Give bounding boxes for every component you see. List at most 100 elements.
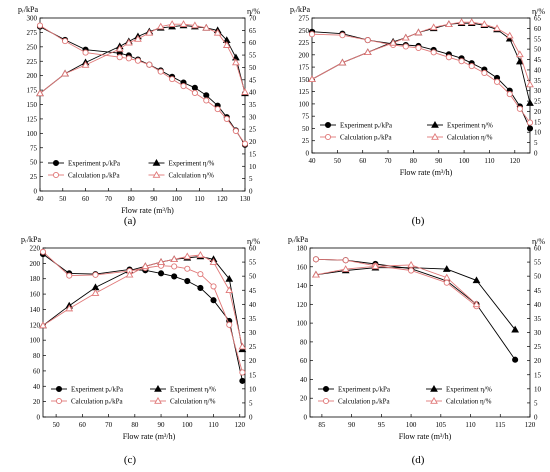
x-tick-label: 70	[105, 421, 113, 429]
data-point	[472, 276, 481, 284]
legend-marker	[52, 159, 60, 167]
legend-label: Calculation pᵣ/kPa	[71, 398, 123, 406]
legend: Experiment pᵣ/kPa Experiment η/% Calculati…	[320, 120, 493, 142]
y-left-tick-label: 0	[304, 414, 308, 422]
series-4	[36, 20, 249, 97]
data-point	[445, 20, 453, 28]
y-left-tick-label: 60	[33, 367, 41, 375]
y-left-tick-label: 150	[299, 76, 310, 84]
chart-panel-3: 50 60 70 80 90 100 110 120020406080100120140160…	[21, 235, 260, 466]
data-point	[526, 119, 534, 126]
chart-panel-2: 40 50 60 70 80 90 100 110 1200255075100125150175…	[290, 5, 545, 227]
y-right-tick-label: 5	[534, 399, 538, 407]
y-right-tick-label: 55	[534, 35, 542, 43]
y-left-tick-label: 40	[33, 383, 41, 391]
series-1	[36, 23, 249, 148]
data-point	[39, 321, 47, 329]
data-point	[156, 22, 165, 30]
y-right-tick-label: 15	[534, 371, 542, 379]
y-right-tick-label: 30	[249, 113, 257, 121]
x-tick-label: 40	[37, 195, 45, 203]
panel-label: (b)	[412, 215, 425, 227]
data-point	[472, 300, 481, 308]
data-point	[158, 270, 165, 277]
x-tick-label: 60	[79, 421, 87, 429]
y-right-tick-label: 20	[534, 108, 542, 116]
legend: Experiment pᵣ/kPa Experiment η/% Calculati…	[318, 384, 492, 406]
series-line	[42, 253, 243, 381]
data-point	[341, 265, 350, 272]
x-tick-label: 100	[182, 421, 193, 429]
data-point	[171, 263, 178, 270]
y-right-tick-label: 40	[249, 301, 257, 309]
x-tick-label: 110	[208, 421, 219, 429]
y-right-tick-label: 25	[534, 343, 542, 351]
y-left-tick-label: 175	[27, 87, 38, 95]
legend-marker	[431, 120, 439, 128]
y-left-tick-label: 0	[306, 150, 310, 158]
x-tick-label: 60	[359, 157, 367, 165]
y-left-tick-label: 300	[27, 15, 38, 23]
y-left-axis-title: pᵣ/kPa	[290, 5, 311, 14]
series-4	[308, 18, 534, 88]
y-right-tick-label: 25	[249, 343, 257, 351]
x-tick-label: 90	[348, 421, 356, 429]
legend-marker	[322, 385, 330, 393]
data-point	[512, 356, 519, 363]
y-right-tick-label: 0	[249, 188, 253, 196]
data-point	[342, 257, 349, 264]
y-left-tick-label: 60	[300, 357, 308, 365]
data-point	[493, 78, 501, 85]
x-tick-label: 90	[150, 195, 158, 203]
data-point	[62, 38, 69, 45]
data-point	[157, 258, 165, 265]
y-right-tick-label: 40	[534, 66, 542, 74]
data-point	[180, 82, 187, 90]
y-right-tick-label: 20	[249, 138, 257, 146]
legend-label: Calculation η/%	[447, 134, 493, 142]
y-left-tick-label: 275	[27, 29, 38, 37]
y-right-axis-title: η/%	[247, 7, 260, 16]
y-left-tick-label: 20	[33, 398, 41, 406]
y-right-tick-label: 10	[249, 385, 257, 393]
data-point	[505, 31, 514, 39]
legend-label: Experiment η/%	[169, 160, 215, 168]
x-tick-label: 85	[318, 421, 326, 429]
data-point	[364, 37, 371, 44]
panel-label: (a)	[124, 215, 137, 227]
y-right-tick-label: 35	[534, 77, 542, 85]
y-left-tick-label: 25	[30, 173, 38, 181]
x-tick-label: 50	[53, 421, 61, 429]
data-point	[125, 270, 134, 278]
legend-marker	[154, 396, 162, 404]
data-point	[209, 258, 218, 265]
x-tick-label: 90	[158, 421, 166, 429]
y-right-tick-label: 35	[249, 315, 257, 323]
data-point	[401, 33, 410, 41]
legend-marker	[324, 133, 332, 141]
data-point	[339, 32, 346, 39]
data-point	[458, 58, 465, 65]
legend-label: Experiment pᵣ/kPa	[68, 160, 121, 168]
y-left-tick-label: 25	[302, 137, 310, 145]
data-point	[191, 89, 198, 97]
series-line	[39, 25, 246, 144]
data-point	[241, 88, 249, 95]
x-tick-label: 95	[378, 421, 386, 429]
series-line	[315, 264, 477, 305]
y-left-tick-label: 180	[297, 245, 308, 253]
panel-label: (c)	[124, 454, 137, 466]
y-right-tick-label: 60	[249, 245, 257, 253]
chart-panel-4: 85 90 95 100 105 110 115 1200204060801001201401…	[288, 235, 545, 466]
x-tick-label: 100	[171, 195, 182, 203]
y-right-tick-label: 15	[534, 118, 542, 126]
series-4	[312, 260, 481, 308]
y-left-tick-label: 50	[302, 125, 310, 133]
data-point	[202, 23, 211, 31]
y-left-tick-label: 80	[33, 352, 41, 360]
legend-label: Calculation η/%	[446, 398, 492, 406]
data-point	[225, 274, 234, 282]
data-point	[312, 256, 319, 263]
data-point	[141, 262, 150, 270]
data-point	[36, 22, 44, 29]
